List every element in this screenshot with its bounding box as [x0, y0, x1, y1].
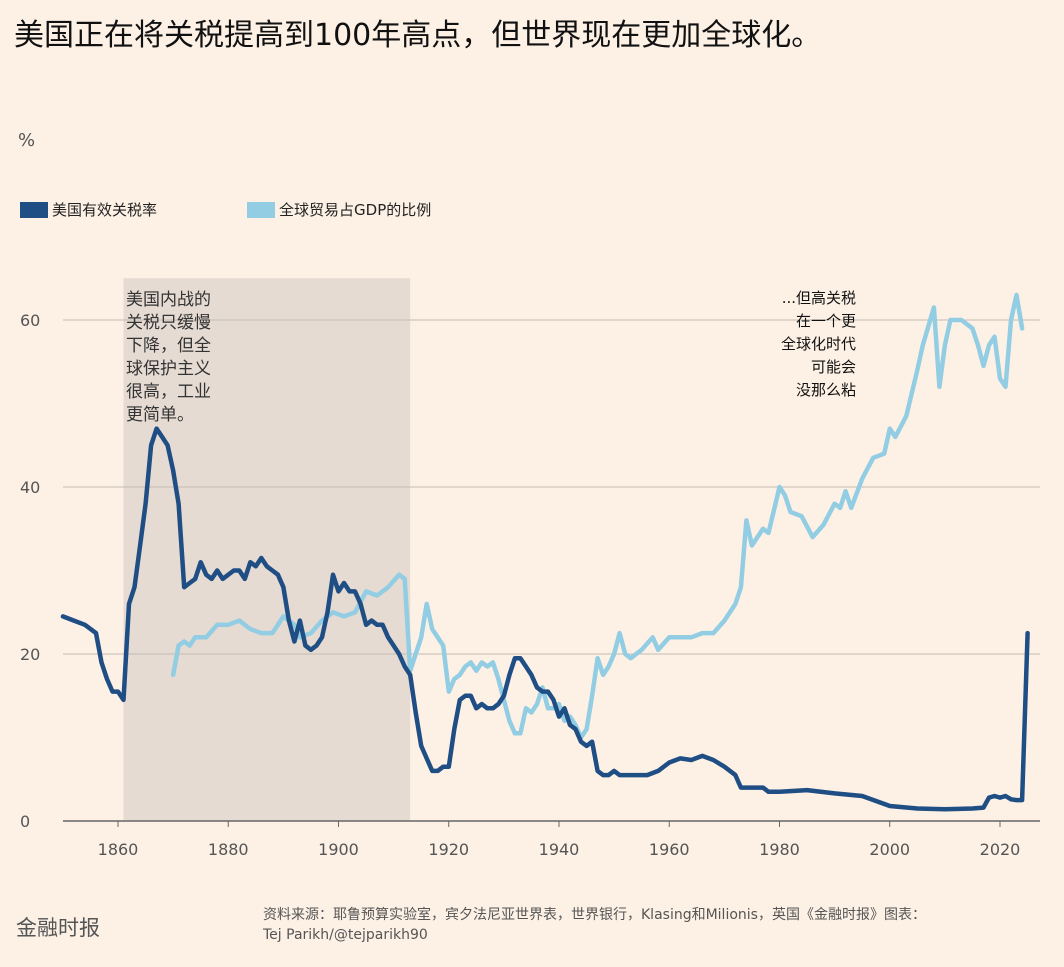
annotation-globalisation-line: ...但高关税 — [782, 289, 856, 307]
x-tick-label: 1880 — [208, 840, 249, 859]
source-note: 资料来源：耶鲁预算实验室，宾夕法尼亚世界表，世界银行，Klasing和Milio… — [263, 905, 1043, 945]
legend-item-trade: 全球贸易占GDP的比例 — [247, 199, 431, 220]
series-line-tariff — [60, 426, 1030, 812]
annotation-civil-war-line: 球保护主义 — [126, 359, 211, 379]
annotation-civil-war-line: 更简单。 — [126, 405, 194, 425]
y-tick-label: 20 — [20, 645, 40, 664]
x-tick-label: 2020 — [980, 840, 1021, 859]
annotation-globalisation-line: 在一个更 — [796, 312, 856, 330]
legend: 美国有效关税率 全球贸易占GDP的比例 — [20, 199, 431, 220]
x-tick-label: 1920 — [428, 840, 469, 859]
annotation-civil-war-line: 美国内战的 — [126, 290, 211, 310]
chart-title: 美国正在将关税提高到100年高点，但世界现在更加全球化。 — [14, 18, 822, 53]
series-line-trade — [170, 292, 1025, 740]
annotation-civil-war-line: 关税只缓慢 — [126, 312, 211, 333]
annotation-globalisation-line: 全球化时代 — [781, 335, 856, 353]
annotation-globalisation-line: 可能会 — [811, 358, 856, 376]
legend-item-tariff: 美国有效关税率 — [20, 199, 157, 220]
source-line-2: Tej Parikh/@tejparikh90 — [263, 927, 428, 943]
y-axis-unit: % — [18, 130, 36, 151]
x-tick-label: 2000 — [869, 840, 910, 859]
shaded-region — [123, 278, 411, 821]
annotation-civil-war-line: 下降，但全 — [126, 336, 211, 356]
legend-swatch-trade — [247, 201, 276, 218]
x-tick-label: 1900 — [318, 840, 359, 859]
y-tick-label: 60 — [20, 311, 40, 330]
annotation-civil-war-line: 很高，工业 — [126, 382, 211, 402]
legend-label-trade: 全球贸易占GDP的比例 — [279, 201, 432, 219]
y-tick-label: 0 — [20, 812, 30, 831]
source-line-1: 资料来源：耶鲁预算实验室，宾夕法尼亚世界表，世界银行，Klasing和Milio… — [263, 907, 926, 923]
x-tick-label: 1980 — [759, 840, 800, 859]
annotation-globalisation-line: 没那么粘 — [796, 381, 856, 399]
x-tick-label: 1940 — [539, 840, 580, 859]
x-tick-label: 1860 — [98, 840, 139, 859]
legend-swatch-tariff — [20, 201, 48, 218]
x-tick-label: 1960 — [649, 840, 690, 859]
legend-label-tariff: 美国有效关税率 — [52, 201, 158, 219]
y-tick-label: 40 — [20, 478, 40, 497]
ft-logo: 金融时报 — [16, 916, 100, 940]
